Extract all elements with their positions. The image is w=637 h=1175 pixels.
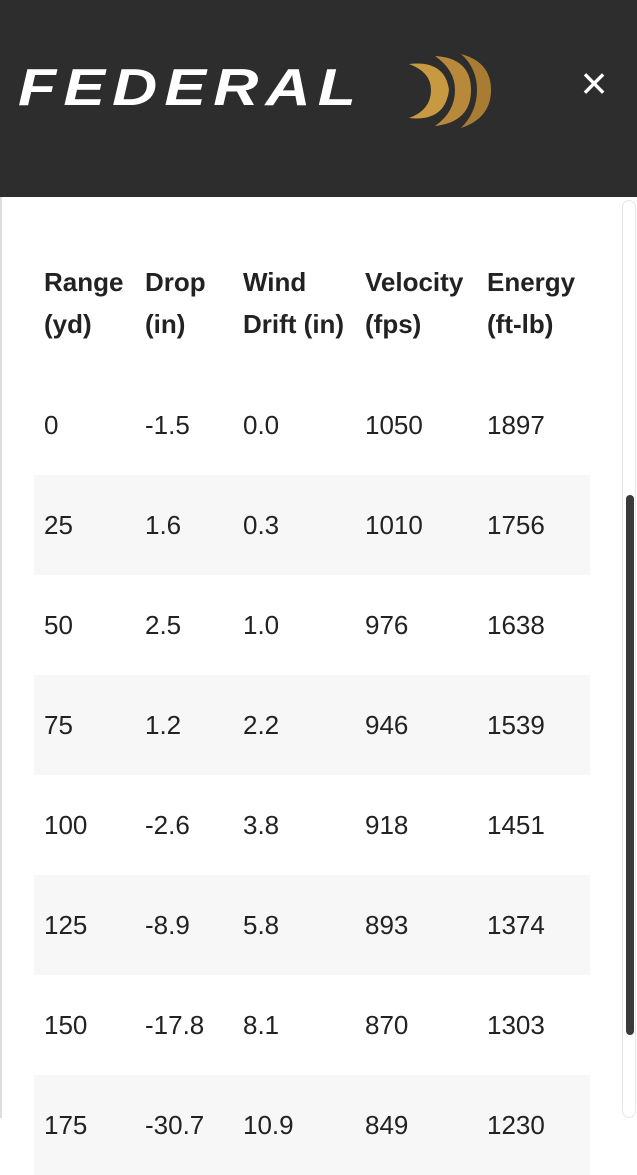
column-header: Range (yd) bbox=[44, 266, 124, 339]
table-cell: 893 bbox=[355, 875, 477, 975]
table-cell: -8.9 bbox=[135, 875, 233, 975]
table-row: 75 1.2 2.2 946 1539 bbox=[34, 675, 590, 775]
table-cell: 2.5 bbox=[145, 609, 182, 640]
table-cell: 1.6 bbox=[135, 475, 233, 575]
table-cell: 100 bbox=[44, 809, 88, 840]
page: FEDERAL × Range (yd) Drop (in) Wind Drift … bbox=[0, 0, 637, 1140]
table-row: 25 1.6 0.3 1010 1756 bbox=[34, 475, 590, 575]
table-row: 125 -8.9 5.8 893 1374 bbox=[34, 875, 590, 975]
table-cell: 1756 bbox=[477, 475, 590, 575]
table-cell: 918 bbox=[365, 809, 409, 840]
table-row: 150 -17.8 8.1 870 1303 bbox=[34, 975, 590, 1075]
table-cell: 175 bbox=[34, 1075, 135, 1175]
table-cell: 1897 bbox=[487, 409, 545, 440]
table-cell: 1539 bbox=[477, 675, 590, 775]
table-row: 175 -30.7 10.9 849 1230 bbox=[34, 1075, 590, 1175]
table-cell: 1451 bbox=[487, 809, 545, 840]
table-cell: -30.7 bbox=[135, 1075, 233, 1175]
table-cell: 10.9 bbox=[233, 1075, 355, 1175]
table-cell: 3.8 bbox=[243, 809, 280, 840]
table-cell: 75 bbox=[34, 675, 135, 775]
logo: FEDERAL bbox=[18, 59, 364, 117]
table-cell: 1374 bbox=[477, 875, 590, 975]
table-cell: 976 bbox=[365, 609, 409, 640]
edge bbox=[0, 197, 2, 1118]
column-header: Velocity (fps) bbox=[365, 266, 464, 339]
table-cell: 1.2 bbox=[135, 675, 233, 775]
table-cell: 1638 bbox=[487, 609, 545, 640]
table-cell: 150 bbox=[44, 1009, 88, 1040]
table-cell: 0 bbox=[44, 409, 59, 440]
table-cell: 5.8 bbox=[233, 875, 355, 975]
column-header: Wind Drift (in) bbox=[243, 266, 345, 339]
column-header: Drop (in) bbox=[145, 266, 206, 339]
table-cell: -17.8 bbox=[145, 1009, 205, 1040]
table-cell: 849 bbox=[355, 1075, 477, 1175]
table-cell: 1.0 bbox=[243, 609, 280, 640]
column-header: Energy (ft-lb) bbox=[487, 266, 576, 339]
close-button[interactable]: × bbox=[580, 57, 608, 109]
table-cell: 50 bbox=[44, 609, 73, 640]
table-cell: 870 bbox=[365, 1009, 409, 1040]
ballistics-table: Range (yd) Drop (in) Wind Drift (in) Veloci… bbox=[34, 230, 590, 1175]
table-cell: 946 bbox=[355, 675, 477, 775]
table-cell: 0.0 bbox=[243, 409, 280, 440]
header: FEDERAL × bbox=[0, 0, 637, 197]
table-cell: 1230 bbox=[477, 1075, 590, 1175]
table-cell: 1050 bbox=[365, 409, 423, 440]
scrollbar-thumb[interactable] bbox=[626, 495, 634, 1035]
table-cell: 125 bbox=[34, 875, 135, 975]
table-row: 100 -2.6 3.8 918 1451 bbox=[34, 775, 590, 875]
table-row: 0 -1.5 0.0 1050 1897 bbox=[34, 375, 590, 475]
table-cell: 25 bbox=[34, 475, 135, 575]
table-row: 50 2.5 1.0 976 1638 bbox=[34, 575, 590, 675]
logo-mark bbox=[409, 54, 491, 128]
table-cell: 2.2 bbox=[233, 675, 355, 775]
header-row: Range (yd) Drop (in) Wind Drift (in) Veloci… bbox=[34, 230, 590, 375]
table-cell: 1010 bbox=[355, 475, 477, 575]
table-cell: -1.5 bbox=[145, 409, 190, 440]
table-cell: 8.1 bbox=[243, 1009, 280, 1040]
table-cell: 0.3 bbox=[233, 475, 355, 575]
table-cell: -2.6 bbox=[145, 809, 190, 840]
table-cell: 1303 bbox=[487, 1009, 545, 1040]
